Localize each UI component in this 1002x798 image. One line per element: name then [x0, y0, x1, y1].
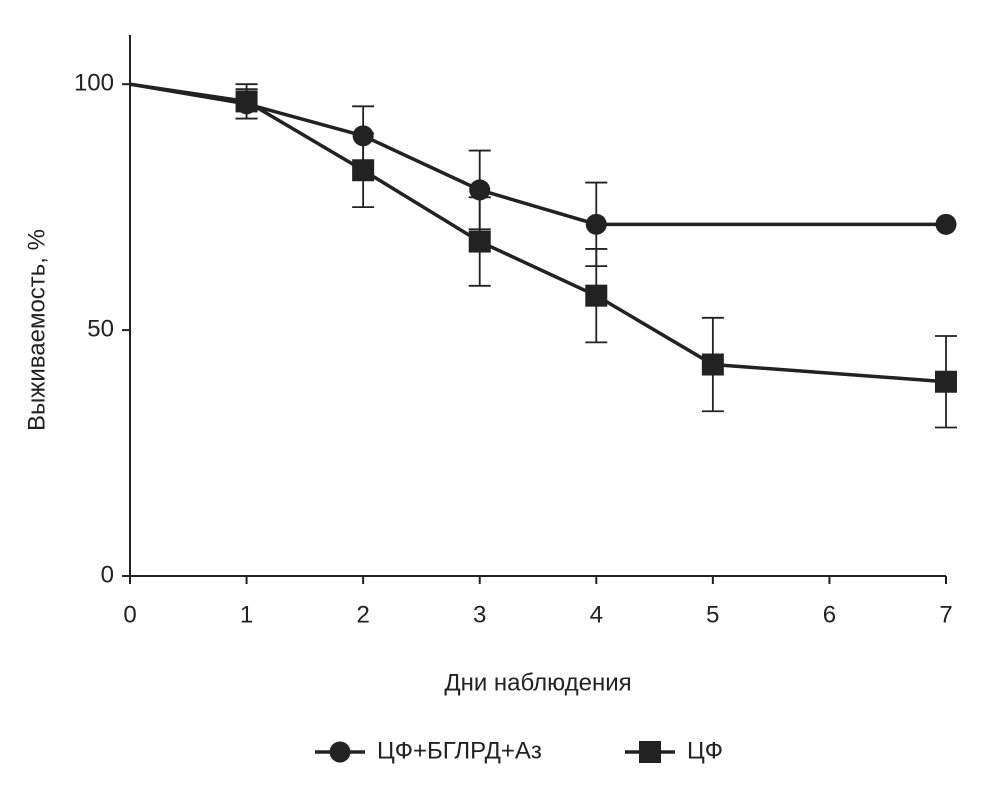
marker [235, 90, 258, 113]
y-tick-label: 0 [101, 561, 114, 588]
x-tick-label: 2 [356, 601, 369, 628]
marker [639, 741, 661, 763]
marker [468, 230, 491, 253]
marker [352, 159, 375, 182]
legend-label: ЦФ+БГЛРД+Аз [377, 737, 542, 764]
marker [935, 370, 957, 393]
marker [469, 179, 491, 201]
x-tick-label: 1 [240, 601, 253, 628]
x-tick-label: 6 [823, 601, 836, 628]
y-tick-label: 100 [74, 70, 114, 97]
y-axis-label: Выживаемость, % [23, 229, 50, 431]
x-tick-label: 5 [706, 601, 719, 628]
y-tick-label: 50 [87, 315, 114, 342]
marker [585, 213, 607, 235]
series-line [129, 82, 946, 227]
marker [701, 353, 724, 376]
x-tick-label: 0 [123, 601, 136, 628]
legend-label: ЦФ [687, 737, 723, 764]
marker [585, 284, 608, 307]
marker [935, 213, 957, 235]
x-tick-label: 3 [473, 601, 486, 628]
marker [352, 125, 374, 147]
series-line [129, 82, 947, 384]
x-tick-label: 7 [939, 601, 952, 628]
x-tick-label: 4 [590, 601, 603, 628]
marker [329, 741, 351, 763]
x-axis-label: Дни наблюдения [444, 669, 631, 696]
